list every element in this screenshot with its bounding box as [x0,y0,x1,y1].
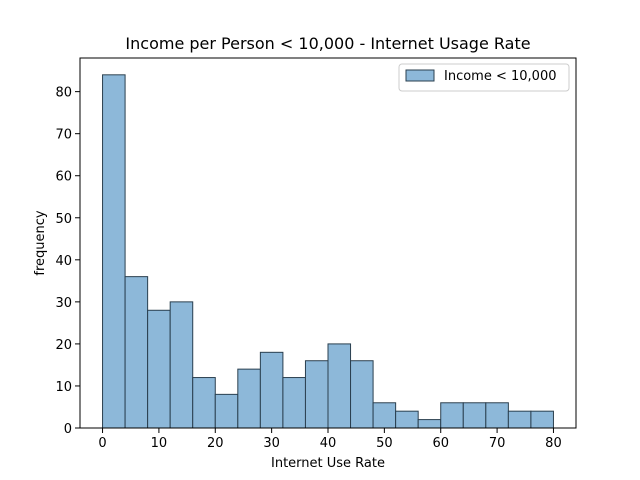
x-tick-label: 10 [151,436,168,451]
histogram-bar [350,360,374,429]
histogram-bar [282,377,306,429]
histogram-bar [259,351,284,429]
histogram-bar [327,343,352,429]
y-tick-label: 20 [55,338,72,353]
y-tick-label: 40 [55,254,72,269]
histogram-bar [304,360,329,429]
histogram-bar [485,402,509,429]
x-tick-label: 60 [432,436,449,451]
y-tick-label: 60 [55,170,72,185]
histogram-bar [395,410,419,429]
plot-frame [79,57,577,429]
histogram-bar [214,393,239,429]
legend-swatch [405,69,435,82]
histogram-bar [440,402,464,429]
x-tick-label: 30 [263,436,280,451]
legend: Income < 10,000 [398,63,570,92]
y-tick-label: 50 [55,212,72,227]
histogram-bar [530,410,554,429]
x-tick-label: 50 [376,436,393,451]
histogram-bar [124,276,149,429]
histogram-bar [372,402,397,429]
y-tick-label: 0 [64,422,72,437]
y-axis-ticks: 0 10 20 30 40 50 60 70 80 [55,86,80,437]
legend-box [398,63,570,92]
histogram-bar [102,74,126,429]
y-tick-label: 30 [55,296,72,311]
x-tick-label: 80 [545,436,562,451]
x-tick-label: 70 [489,436,506,451]
chart-title: Income per Person < 10,000 - Internet Us… [125,34,530,53]
histogram-bar [462,402,487,429]
y-tick-label: 80 [55,86,72,101]
histogram-bar [192,377,216,429]
x-axis-ticks: 0 10 20 30 40 50 60 70 80 [98,428,562,451]
legend-label: Income < 10,000 [444,69,556,84]
y-tick-label: 70 [55,128,72,143]
x-axis-label: Internet Use Rate [271,456,385,471]
bars-group [102,74,554,429]
x-tick-label: 20 [207,436,224,451]
histogram-bar [237,368,261,429]
histogram-bar [169,301,194,429]
histogram-bar [147,309,171,429]
y-tick-label: 10 [55,380,72,395]
x-tick-label: 40 [320,436,337,451]
histogram-bar [417,419,442,429]
histogram-bar [507,410,532,429]
y-axis-label: frequency [33,210,48,276]
x-tick-label: 0 [98,436,106,451]
